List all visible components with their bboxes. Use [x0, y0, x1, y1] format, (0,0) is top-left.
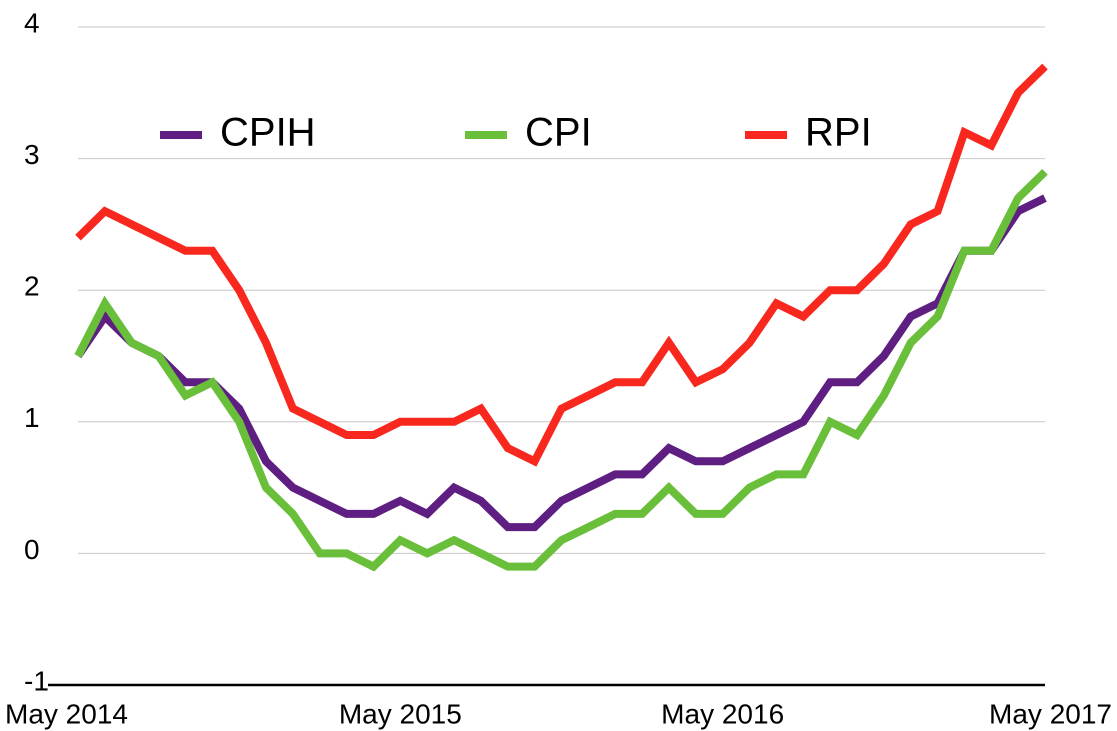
x-tick-label: May 2016 [661, 698, 784, 729]
x-tick-label: May 2014 [5, 698, 128, 729]
y-tick-label: 3 [24, 139, 40, 170]
x-tick-label: May 2017 [989, 698, 1112, 729]
line-series [75, 63, 1048, 467]
line-series [74, 168, 1048, 572]
y-tick-label: 1 [24, 402, 40, 433]
legend-label: RPI [805, 111, 872, 155]
y-tick-label: 0 [24, 534, 40, 565]
legend-label: CPI [525, 111, 592, 155]
y-tick-label: -1 [24, 665, 49, 696]
legend-label: CPIH [220, 111, 316, 155]
y-tick-label: 2 [24, 271, 40, 302]
line-series [74, 194, 1047, 532]
x-tick-label: May 2015 [339, 698, 462, 729]
y-tick-label: 4 [24, 7, 40, 38]
